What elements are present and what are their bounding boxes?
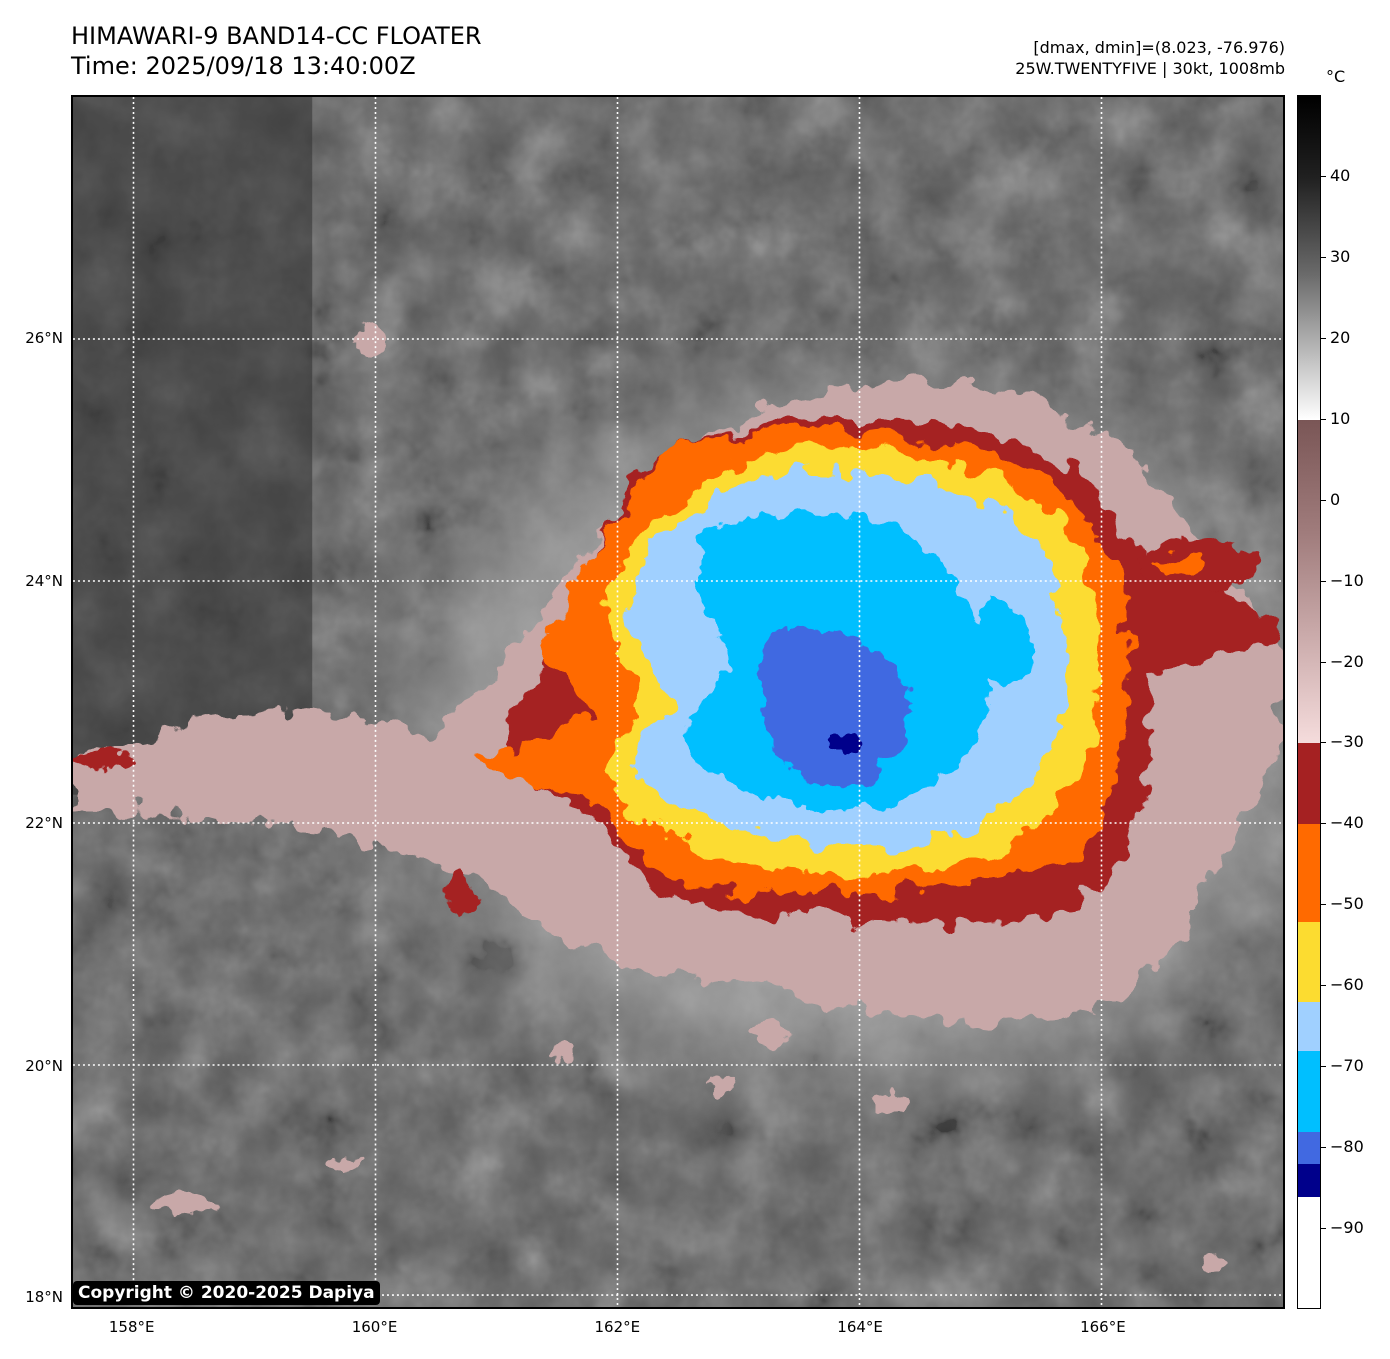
longitude-label: 166°E [1080,1318,1126,1336]
infrared-imagery [73,97,1283,1307]
map-title: HIMAWARI-9 BAND14-CC FLOATER [71,22,482,50]
colorbar-segment [1298,1131,1320,1165]
colorbar-unit: °C [1326,67,1346,86]
colorbar-tick-mark [1321,1066,1326,1068]
storm-info: 25W.TWENTYFIVE | 30kt, 1008mb [1015,59,1285,78]
colorbar-tick-mark [1321,580,1326,582]
colorbar-segment [1298,96,1320,420]
colorbar-segment [1298,824,1320,922]
colorbar-tick-label: 40 [1330,165,1351,185]
colorbar-tick-mark [1321,661,1326,663]
latitude-label: 18°N [25,1288,63,1306]
longitude-label: 164°E [837,1318,883,1336]
graticule [73,97,1283,1307]
colorbar-tick-mark [1321,175,1326,177]
colorbar-tick-label: −70 [1330,1056,1364,1076]
colorbar-tick-label: 30 [1330,246,1351,266]
latitude-label: 20°N [25,1057,63,1076]
colorbar-tick-mark [1321,256,1326,258]
colorbar-tick-label: −50 [1330,894,1364,914]
layer-navy [830,730,857,755]
scattered-cells [73,323,1260,1274]
colorbar-tick-mark [1321,904,1326,906]
colorbar-segment [1298,1196,1320,1308]
colorbar-segment [1298,1051,1320,1132]
colorbar-tick-mark [1321,499,1326,501]
map-time: Time: 2025/09/18 13:40:00Z [71,52,416,80]
colorbar-tick-label: 10 [1330,408,1351,428]
colorbar-tick-mark [1321,1147,1326,1149]
layer-cyan-east [974,595,1033,688]
colorbar-tick-label: −20 [1330,651,1364,671]
colorbar-tick-label: −90 [1330,1218,1364,1238]
colorbar-tick-label: 20 [1330,327,1351,347]
colorbar-segment [1298,1002,1320,1051]
colorbar-tick-label: −80 [1330,1137,1364,1157]
colorbar-segment [1298,1164,1320,1197]
colorbar-tick-label: −30 [1330,732,1364,752]
colorbar-segment [1298,419,1320,744]
colorbar [1297,95,1321,1309]
colorbar-tick-label: −10 [1330,570,1364,590]
colorbar-tick-label: −60 [1330,975,1364,995]
colorbar-segment [1298,743,1320,825]
layer-royalblue [759,627,909,788]
longitude-label: 162°E [594,1318,641,1336]
copyright-badge: Copyright © 2020-2025 Dapiya [73,1281,380,1305]
colorbar-tick-mark [1321,823,1326,825]
colorbar-segment [1298,921,1320,1003]
colorbar-tick-label: −40 [1330,813,1364,833]
colorbar-tick-mark [1321,985,1326,987]
colorbar-tick-mark [1321,742,1326,744]
longitude-label: 160°E [351,1318,398,1336]
latitude-label: 22°N [25,814,63,833]
satellite-map[interactable] [71,95,1285,1309]
longitude-label: 158°E [108,1318,155,1336]
latitude-label: 24°N [25,571,63,590]
colorbar-tick-mark [1321,418,1326,420]
colorbar-tick-mark [1321,337,1326,339]
dry-air-region [73,97,313,795]
colorbar-tick-label: 0 [1330,489,1341,509]
dmax-dmin-readout: [dmax, dmin]=(8.023, -76.976) [1033,38,1285,57]
latitude-label: 26°N [25,328,63,347]
colorbar-tick-mark [1321,1228,1326,1230]
coldest-tops [685,511,1033,809]
